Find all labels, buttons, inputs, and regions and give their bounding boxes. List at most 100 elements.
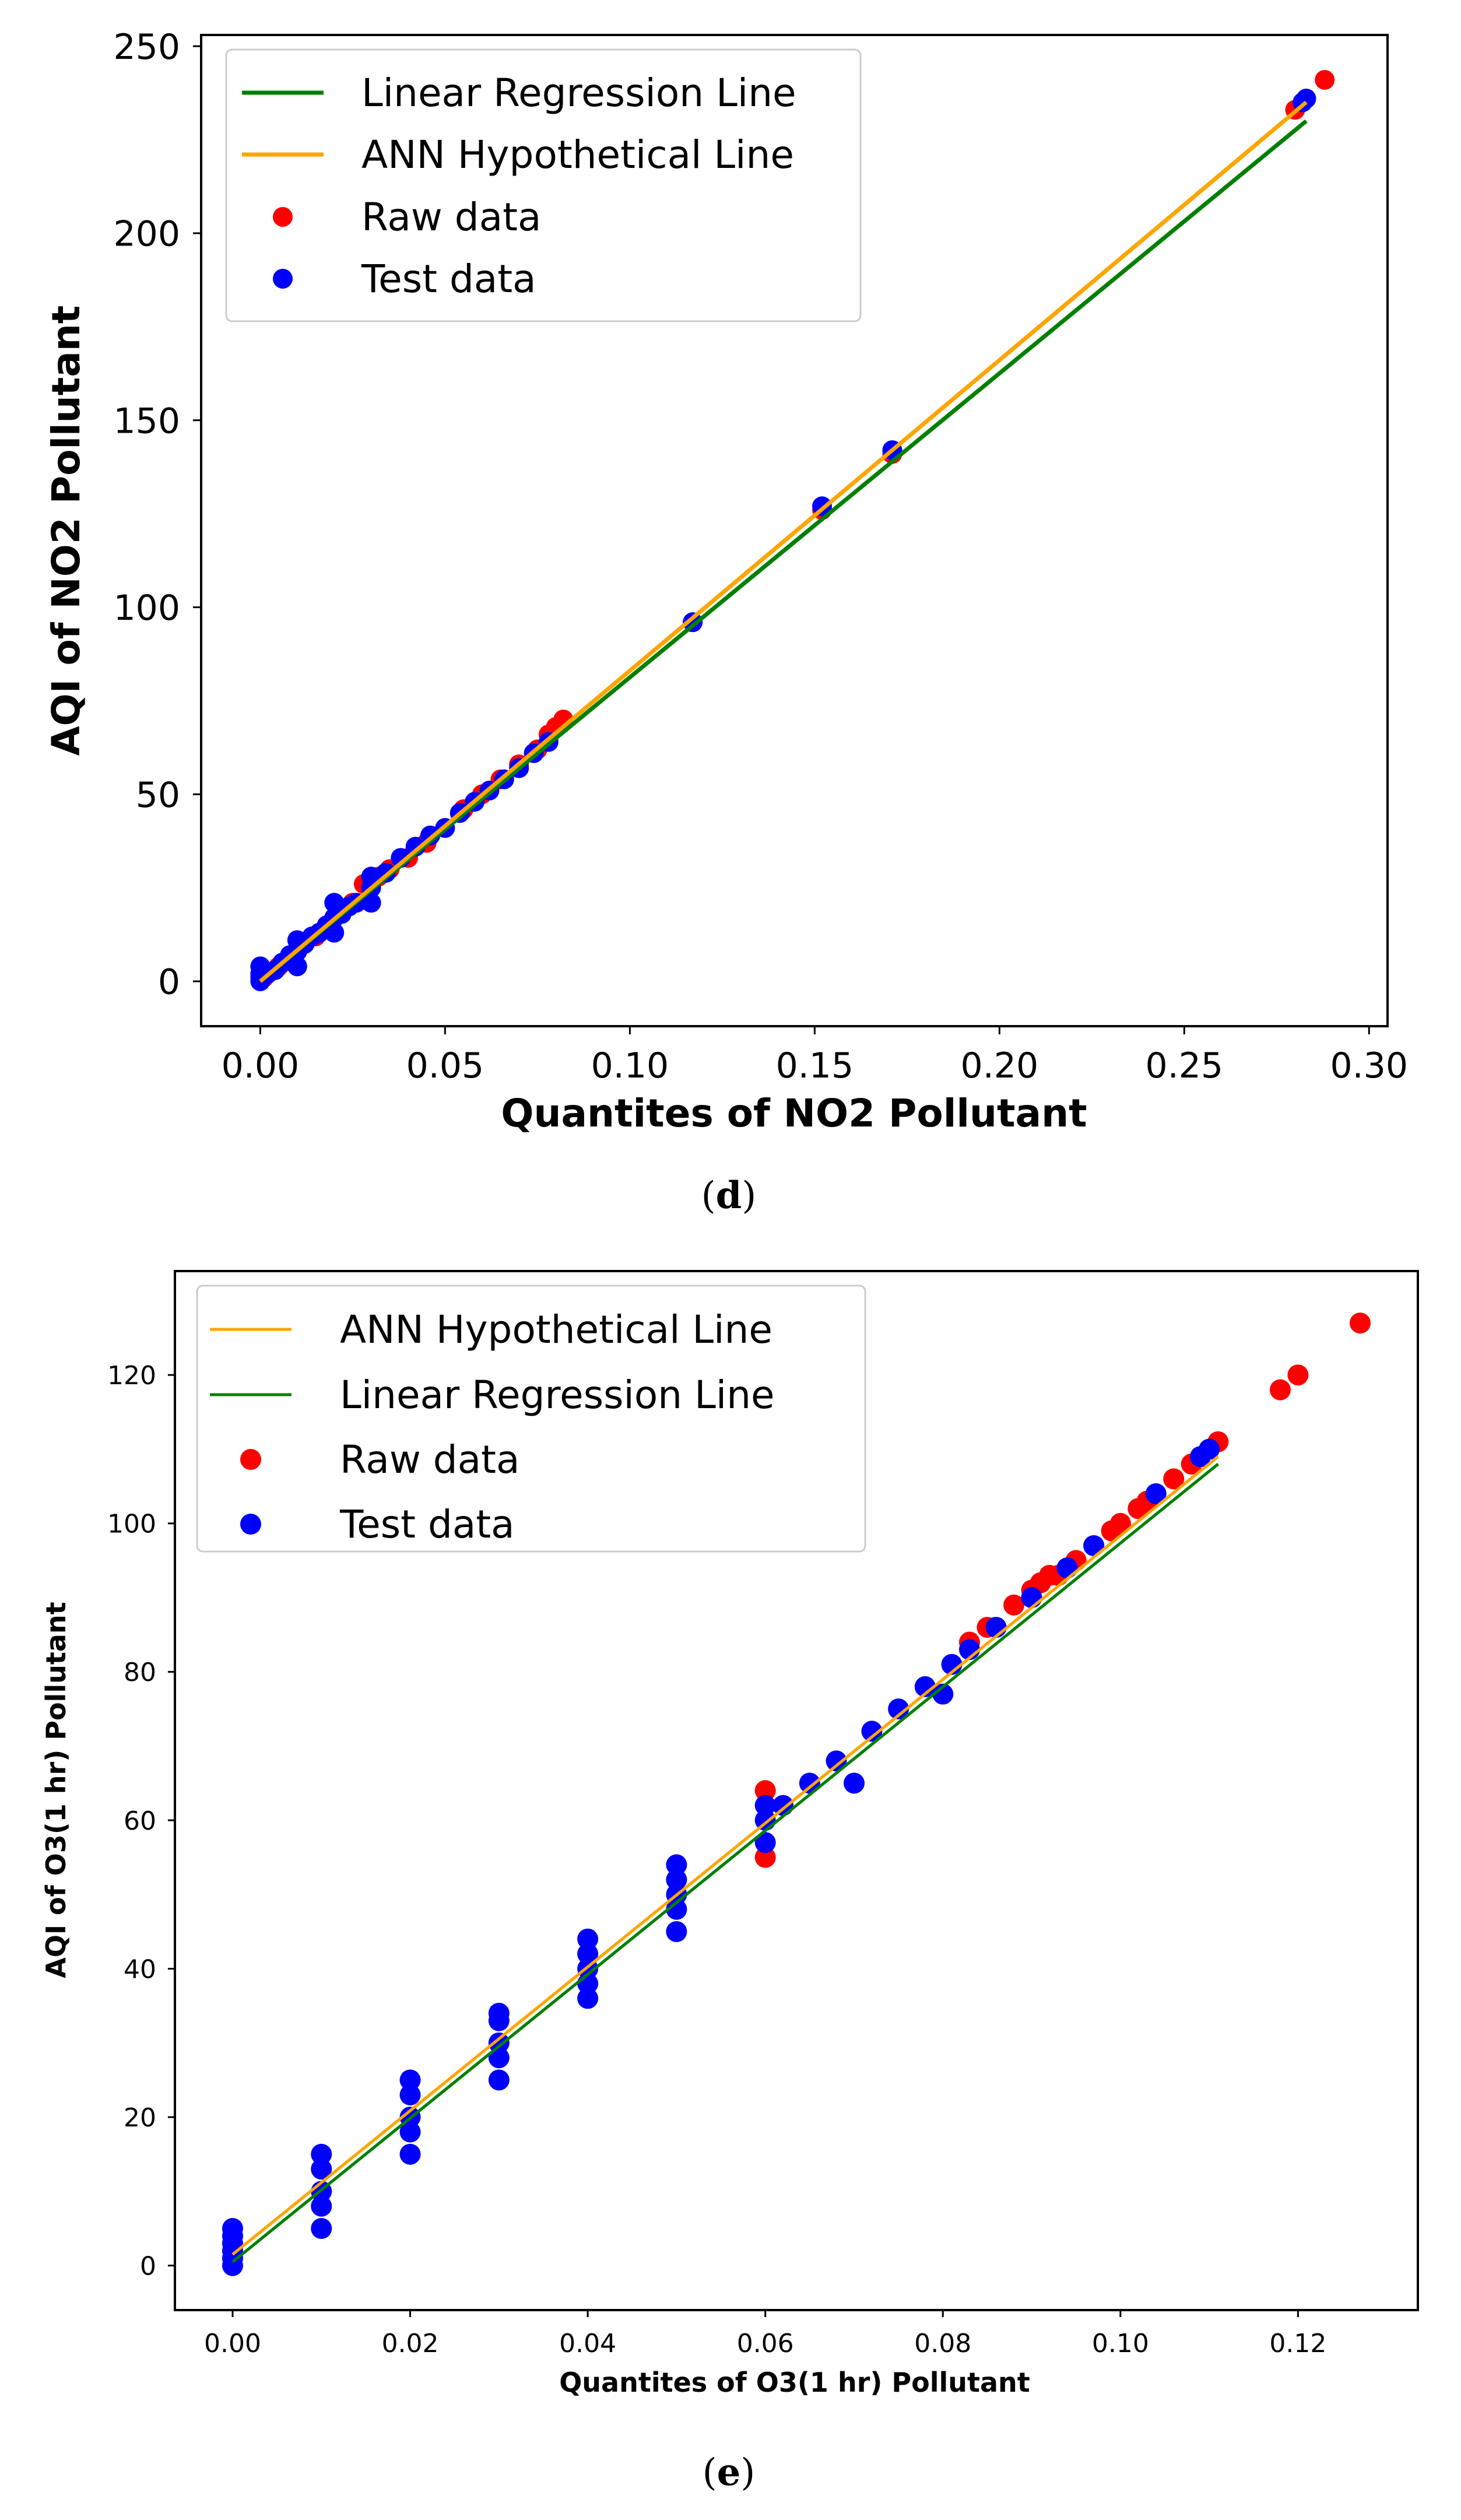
legend-test-marker bbox=[240, 1514, 261, 1535]
test-data-point bbox=[488, 2047, 510, 2069]
test-data-point bbox=[399, 2069, 421, 2091]
test-data-point bbox=[861, 1721, 883, 1742]
x-tick-label: 0.08 bbox=[914, 2329, 971, 2358]
y-tick-label: 0 bbox=[158, 962, 180, 1003]
y-axis-label: AQI of NO2 Pollutant bbox=[44, 306, 89, 756]
test-data-point bbox=[222, 2217, 243, 2239]
x-tick-label: 0.05 bbox=[406, 1045, 484, 1086]
test-data-point bbox=[399, 2121, 421, 2143]
test-data-point bbox=[666, 1921, 687, 1942]
test-data-point bbox=[324, 922, 345, 943]
ann-hypothetical-line-overlay bbox=[259, 100, 1308, 983]
y-axis-label: AQI of O3(1 hr) Pollutant bbox=[40, 1602, 72, 1978]
x-axis-label: Quantites of NO2 Pollutant bbox=[501, 1091, 1087, 1136]
x-tick-label: 0.06 bbox=[737, 2329, 794, 2358]
test-data-point bbox=[799, 1773, 820, 1794]
ann-hypothetical-line-overlay bbox=[231, 1455, 1219, 2256]
test-data-point bbox=[1145, 1483, 1167, 1504]
test-data-point bbox=[488, 2002, 510, 2024]
y-tick-label: 0 bbox=[140, 2251, 156, 2281]
legend-box bbox=[225, 48, 862, 322]
test-data-point bbox=[311, 2217, 332, 2239]
x-tick-label: 0.12 bbox=[1269, 2329, 1326, 2358]
test-data-point bbox=[399, 2084, 421, 2105]
legend-test-marker bbox=[273, 269, 293, 289]
legend-test-label: Test data bbox=[339, 1502, 515, 1547]
legend-regression-label: Linear Regression Line bbox=[340, 1373, 775, 1417]
test-data-point bbox=[1021, 1587, 1042, 1609]
y-tick-label: 80 bbox=[124, 1658, 156, 1687]
legend-test-label: Test data bbox=[361, 257, 536, 301]
x-tick-label: 0.25 bbox=[1146, 1045, 1224, 1086]
legend: ANN Hypothetical Line Linear Regression … bbox=[196, 1284, 866, 1553]
panel-caption-d: (d) bbox=[701, 1174, 757, 1217]
y-tick-label: 150 bbox=[113, 401, 180, 441]
test-data-point bbox=[311, 2159, 332, 2180]
caption-letter-d: d bbox=[716, 1174, 742, 1217]
test-data-point bbox=[361, 893, 381, 913]
caption-letter-e: e bbox=[717, 2451, 741, 2494]
x-tick-label: 0.30 bbox=[1330, 1045, 1409, 1086]
test-data-point bbox=[666, 1869, 687, 1890]
raw-data-point bbox=[1109, 1512, 1131, 1534]
x-tick-label: 0.02 bbox=[382, 2329, 439, 2358]
test-data-point bbox=[1056, 1557, 1078, 1579]
test-data-point bbox=[754, 1832, 776, 1854]
legend-box bbox=[196, 1284, 866, 1553]
legend-regression-label: Linear Regression Line bbox=[361, 71, 796, 115]
linear-regression-line-overlay bbox=[231, 1462, 1219, 2263]
x-tick-label: 0.20 bbox=[961, 1045, 1039, 1086]
test-data-point bbox=[577, 1988, 599, 2009]
x-tick-label: 0.15 bbox=[776, 1045, 854, 1086]
y-tick-label: 100 bbox=[107, 1510, 156, 1539]
axis-ticks: 0.00 0.02 0.04 0.06 0.08 0.10 0.12 0 20 40 60 80 100… bbox=[107, 1361, 1326, 2358]
test-data-point bbox=[888, 1698, 909, 1719]
test-data-point bbox=[399, 2143, 421, 2165]
test-data-point bbox=[932, 1683, 954, 1705]
legend-ann-label: ANN Hypothetical Line bbox=[361, 132, 794, 177]
y-tick-label: 50 bbox=[136, 775, 180, 816]
legend-raw-label: Raw data bbox=[361, 195, 541, 240]
raw-data-point bbox=[1315, 69, 1335, 90]
raw-data-point bbox=[1163, 1468, 1185, 1490]
x-tick-label: 0.00 bbox=[204, 2329, 261, 2358]
panel-caption-e: (e) bbox=[703, 2451, 756, 2494]
x-axis-label: Quantites of O3(1 hr) Pollutant bbox=[559, 2367, 1030, 2398]
y-tick-label: 250 bbox=[113, 27, 180, 68]
chart-panel-d: 0.00 0.05 0.10 0.15 0.20 0.25 0.30 0 50 100 150 200… bbox=[44, 27, 1408, 1217]
test-data-point bbox=[914, 1676, 936, 1697]
raw-data-point bbox=[1350, 1312, 1371, 1334]
test-data-point bbox=[311, 2143, 332, 2165]
raw-data-point bbox=[1287, 1364, 1309, 1386]
chart-panel-e: 0.00 0.02 0.04 0.06 0.08 0.10 0.12 0 20 40 60 80 100… bbox=[40, 1270, 1419, 2494]
test-data-point bbox=[577, 1943, 599, 1965]
legend-ann-label: ANN Hypothetical Line bbox=[340, 1307, 772, 1352]
test-data-point bbox=[1083, 1535, 1105, 1556]
test-data-point bbox=[577, 1928, 599, 1950]
y-tick-label: 200 bbox=[113, 214, 180, 255]
test-data-point bbox=[754, 1795, 776, 1816]
plot-content bbox=[250, 69, 1335, 992]
test-data-point bbox=[1296, 89, 1316, 109]
y-tick-label: 120 bbox=[107, 1361, 156, 1391]
legend-raw-marker bbox=[240, 1449, 261, 1470]
test-data-point bbox=[843, 1773, 865, 1794]
test-data-point bbox=[666, 1898, 687, 1920]
test-data-point bbox=[311, 2195, 332, 2217]
test-data-point bbox=[488, 2032, 510, 2054]
raw-data-point bbox=[754, 1780, 776, 1801]
plot-content bbox=[222, 1312, 1371, 2276]
legend: Linear Regression Line ANN Hypothetical … bbox=[225, 48, 862, 322]
y-tick-label: 20 bbox=[124, 2103, 156, 2133]
linear-regression-line-overlay bbox=[259, 119, 1308, 983]
legend-raw-marker bbox=[273, 207, 293, 227]
test-data-point bbox=[826, 1750, 847, 1772]
axis-ticks: 0.00 0.05 0.10 0.15 0.20 0.25 0.30 0 50 100 150 200… bbox=[113, 27, 1408, 1086]
test-data-point bbox=[287, 956, 307, 977]
y-tick-label: 40 bbox=[124, 1954, 156, 1984]
x-tick-label: 0.04 bbox=[559, 2329, 616, 2358]
x-tick-label: 0.10 bbox=[1092, 2329, 1149, 2358]
test-data-point bbox=[1199, 1438, 1220, 1460]
x-tick-label: 0.00 bbox=[222, 1045, 300, 1086]
test-data-point bbox=[488, 2069, 510, 2091]
